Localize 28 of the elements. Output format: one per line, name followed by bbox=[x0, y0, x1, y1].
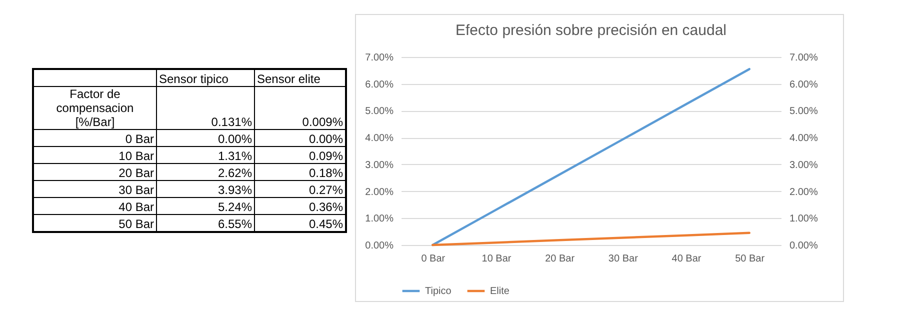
x-tick-label: 30 Bar bbox=[608, 254, 639, 264]
y-tick-label: 4.00% bbox=[365, 133, 394, 144]
x-tick-label: 10 Bar bbox=[482, 254, 512, 264]
y2-tick-label: 6.00% bbox=[790, 79, 818, 90]
y-tick-label: 6.00% bbox=[365, 79, 394, 90]
y-tick-label: 2.00% bbox=[365, 186, 394, 198]
y-tick-label: 7.00% bbox=[365, 52, 394, 64]
y2-tick-label: 2.00% bbox=[790, 186, 818, 198]
y-tick-label: 5.00% bbox=[365, 106, 394, 118]
y2-tick-label: 4.00% bbox=[790, 133, 818, 144]
legend-label: Elite bbox=[490, 286, 510, 297]
x-tick-label: 40 Bar bbox=[672, 254, 702, 264]
line-series bbox=[432, 232, 750, 246]
x-tick-label: 0 Bar bbox=[421, 254, 446, 264]
legend-label: Tipico bbox=[425, 286, 452, 297]
x-tick-label: 50 Bar bbox=[735, 254, 766, 264]
x-tick-label: 20 Bar bbox=[545, 254, 576, 264]
line-series bbox=[432, 68, 750, 246]
y2-tick-label: 5.00% bbox=[790, 106, 818, 118]
chart-title: Efecto presión sobre precisión en caudal bbox=[456, 22, 726, 39]
y-tick-label: 3.00% bbox=[365, 160, 394, 171]
y-tick-label: 0.00% bbox=[365, 240, 394, 252]
y2-tick-label: 1.00% bbox=[790, 214, 818, 225]
y2-tick-label: 7.00% bbox=[790, 52, 818, 64]
data-table: Sensor tipico Sensor elite Factor de compensacion [%/Bar] 0.131% 0.009% 0 Bar 0.00% 0.00% 10 Bar 1.31% 0.09% 20 Bar 2.62% 0.18% 30 Bar 3.93% 0.27% 40 Bar 5.24% 0.36% 50 Bar 6.55% 0.45% bbox=[32, 68, 347, 233]
y-tick-label: 1.00% bbox=[365, 214, 394, 225]
y2-tick-label: 0.00% bbox=[790, 240, 818, 252]
y2-tick-label: 3.00% bbox=[790, 160, 818, 171]
